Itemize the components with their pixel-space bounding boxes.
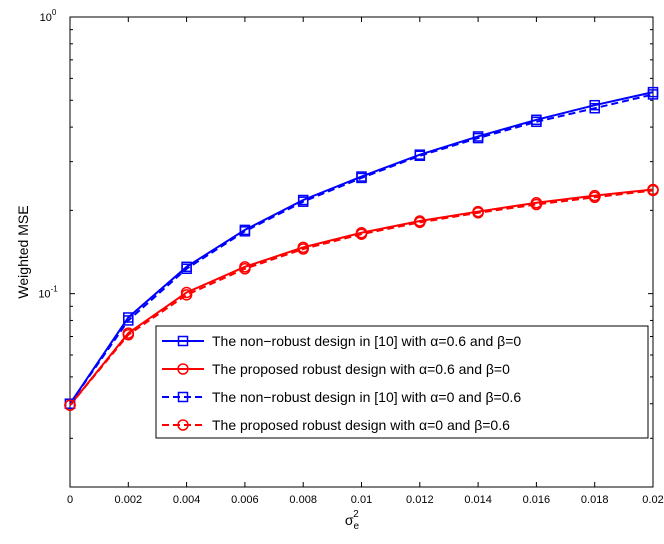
x-tick-labels: 0 0.002 0.004 0.006 0.008 0.01 0.012 0.014 0.016…	[67, 494, 664, 506]
legend-marker	[177, 391, 189, 403]
data-point	[122, 329, 135, 341]
x-tick-label: 0	[67, 494, 73, 506]
legend-entry: The proposed robust design with α=0.6 an…	[162, 361, 510, 377]
x-tick-label: 0.02	[642, 494, 663, 506]
x-tick-label: 0.006	[231, 494, 259, 506]
x-tick-label: 0.016	[523, 494, 551, 506]
x-tick-label: 0.01	[351, 494, 372, 506]
data-point	[531, 116, 542, 128]
data-point	[414, 150, 426, 162]
y-axis-title: Weighted MSE	[15, 205, 31, 298]
series-line	[69, 93, 654, 405]
data-point	[589, 102, 600, 114]
x-tick-label: 0.012	[406, 494, 434, 506]
data-point	[647, 184, 659, 197]
series-4	[64, 184, 659, 411]
legend-entry: The proposed robust design with α=0 and …	[162, 417, 510, 433]
data-point	[239, 263, 251, 275]
legend-label: The non−robust design in [10] with α=0.6…	[212, 333, 521, 349]
x-tick-label: 0.018	[581, 494, 609, 506]
legend-box	[155, 325, 649, 439]
legend-label: The proposed robust design with α=0.6 an…	[212, 361, 510, 377]
series-line	[69, 189, 654, 406]
data-point	[181, 263, 192, 275]
data-point	[588, 191, 601, 204]
x-tick-label: 0.014	[464, 494, 492, 506]
x-tick-label: 0.008	[289, 494, 317, 506]
legend: The non−robust design in [10] with α=0.6…	[155, 325, 649, 439]
legend-entry: The non−robust design in [10] with α=0.6…	[162, 333, 521, 349]
data-point	[472, 207, 484, 219]
legend-marker	[177, 363, 189, 375]
series-line	[69, 188, 654, 406]
data-point	[239, 226, 251, 237]
legend-label: The non−robust design in [10] with α=0 a…	[212, 389, 521, 405]
data-point	[64, 399, 76, 411]
data-point	[180, 289, 193, 301]
legend-label: The proposed robust design with α=0 and …	[212, 417, 510, 433]
data-point	[530, 198, 543, 211]
data-point	[123, 315, 134, 326]
legend-marker	[177, 419, 189, 431]
y-tick-labels: 100 10-1	[38, 8, 58, 301]
data-point	[414, 216, 426, 229]
data-point	[297, 196, 309, 207]
axis-ticks	[69, 16, 654, 488]
series-layer	[64, 86, 659, 411]
data-point	[356, 172, 367, 184]
series-line	[69, 91, 654, 405]
data-point	[647, 89, 659, 100]
legend-marker	[177, 335, 189, 347]
data-point	[472, 132, 484, 144]
data-point	[355, 228, 368, 240]
data-point	[297, 243, 309, 255]
x-tick-label: 0.002	[115, 494, 143, 506]
legend-items: The non−robust design in [10] with α=0.6…	[162, 333, 521, 433]
y-tick-label: 10-1	[38, 285, 58, 301]
legend-entry: The non−robust design in [10] with α=0 a…	[162, 389, 521, 405]
y-tick-label: 100	[40, 8, 57, 24]
x-axis-title: σe2	[345, 509, 360, 532]
x-tick-label: 0.004	[173, 494, 201, 506]
